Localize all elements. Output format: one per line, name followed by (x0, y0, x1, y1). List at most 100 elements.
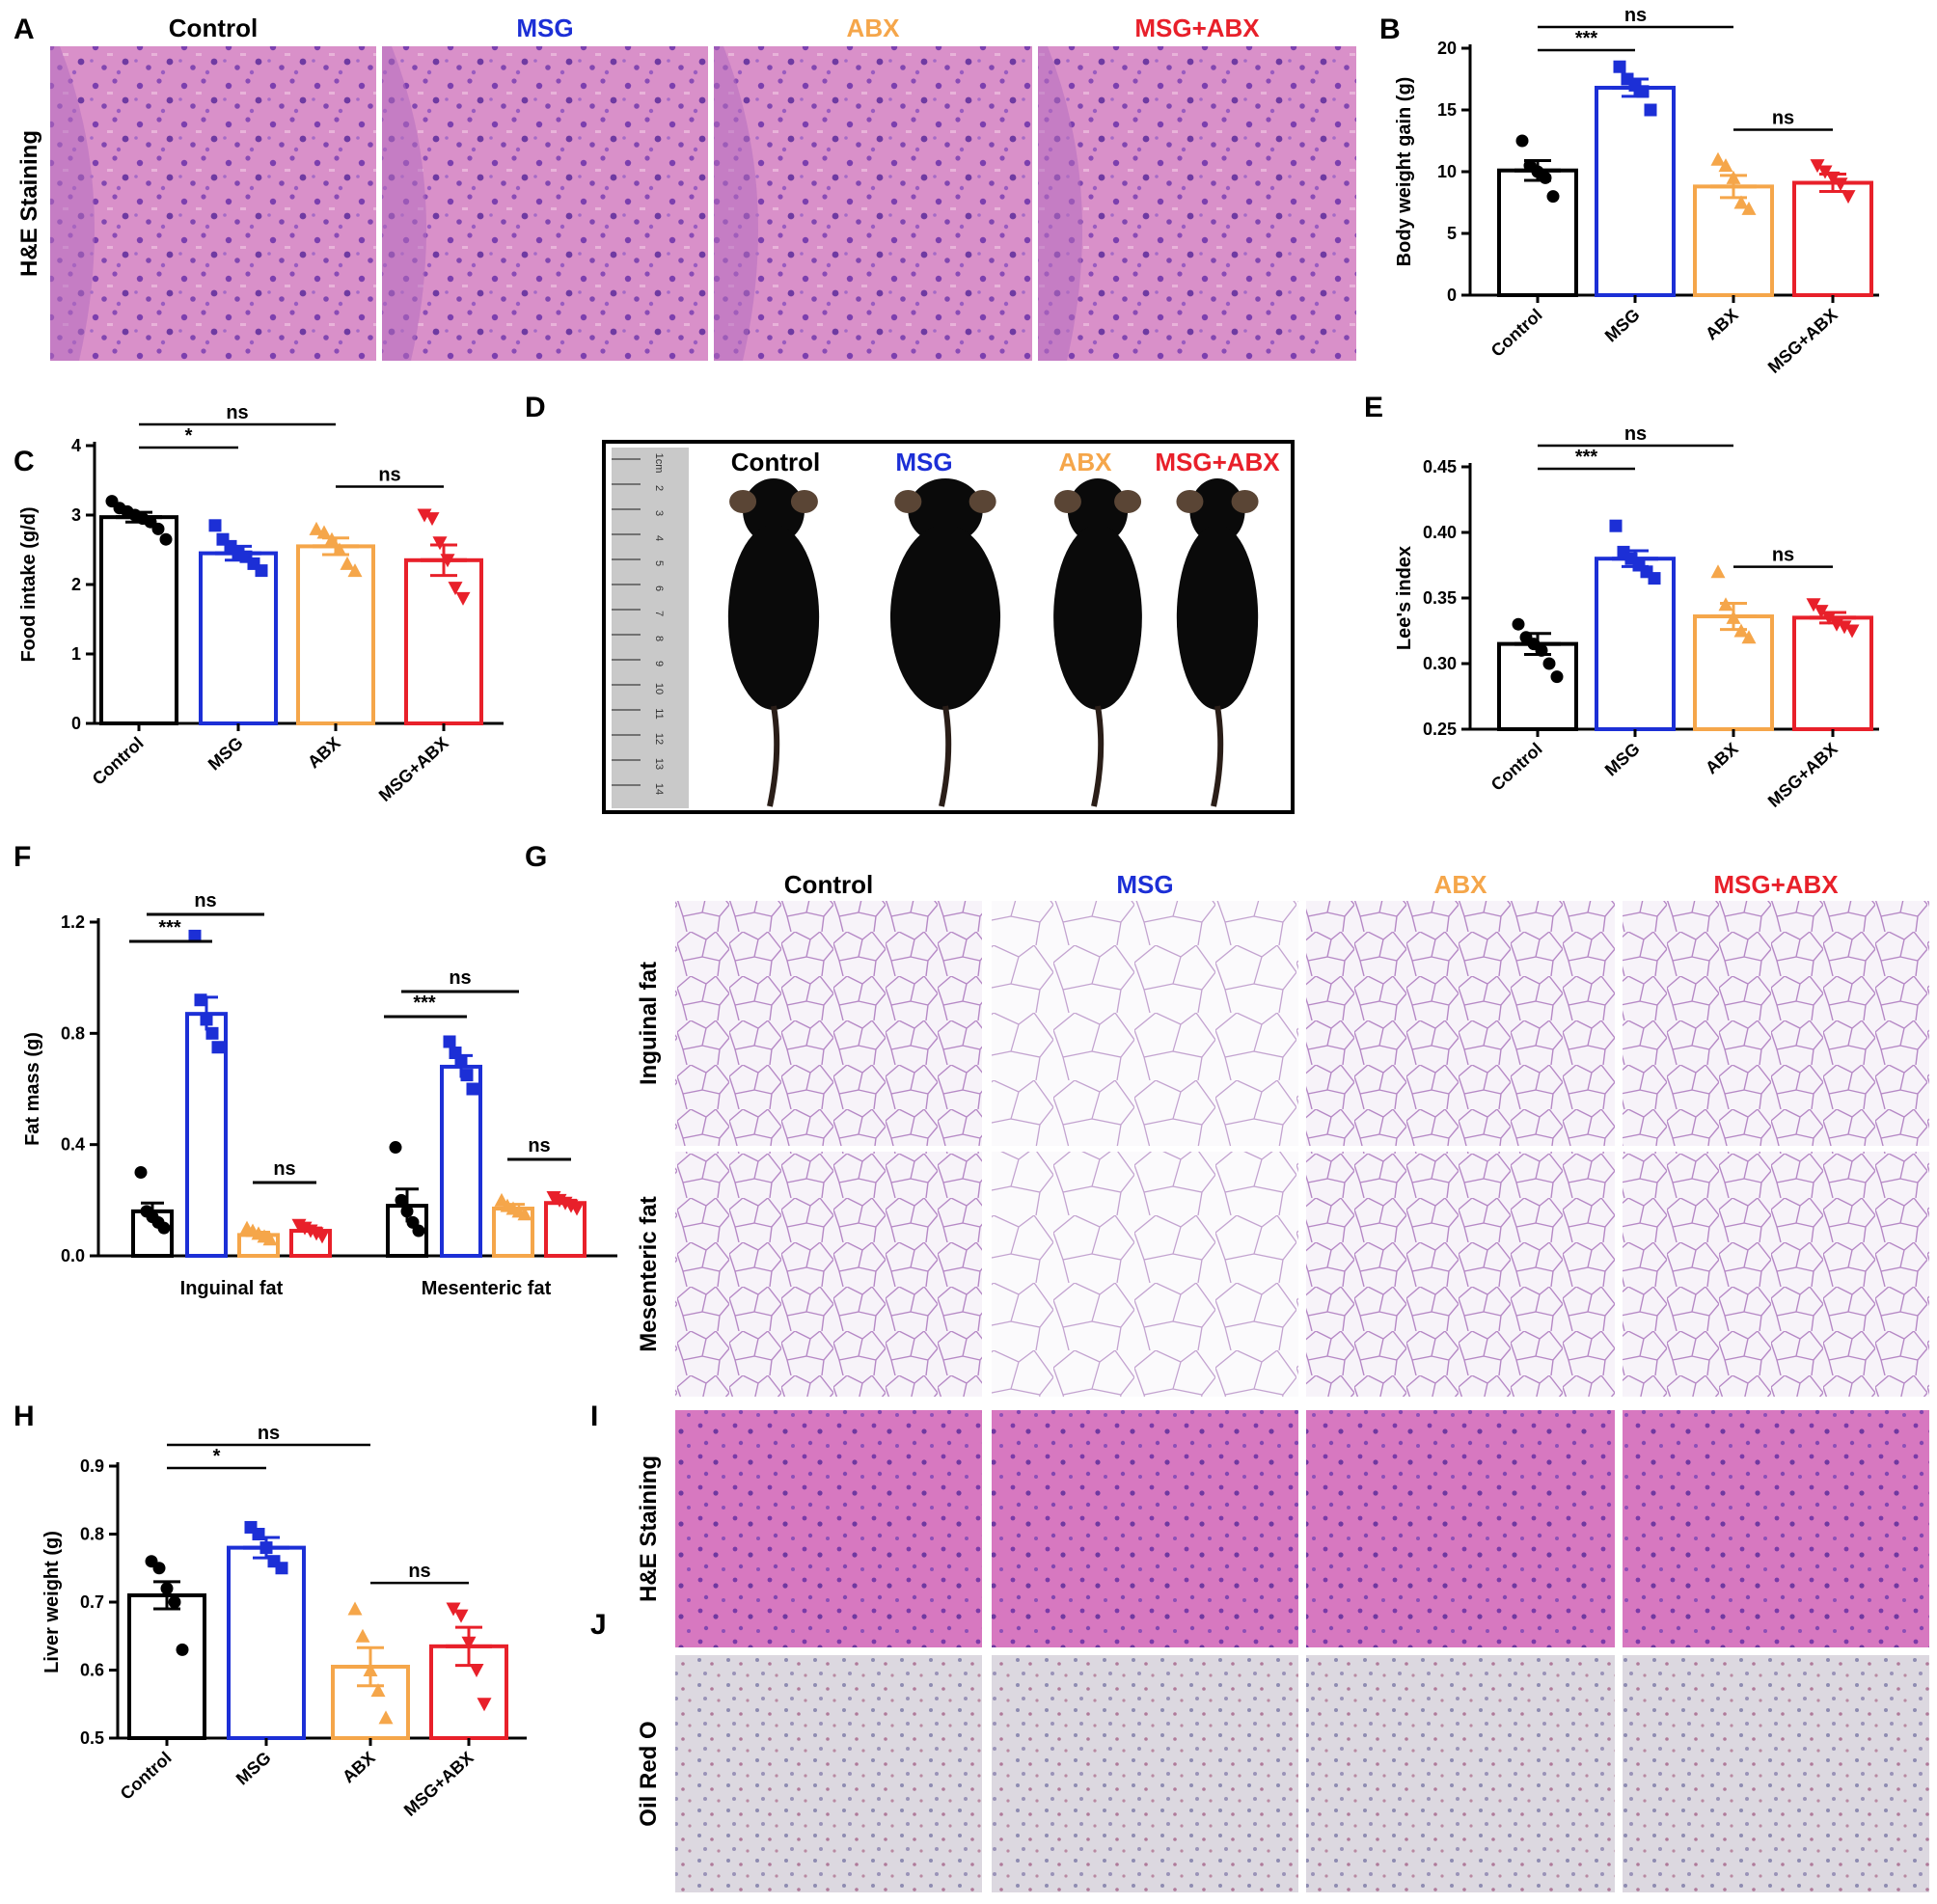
data-point-0-1-1 (395, 1193, 408, 1207)
y-tick-label: 3 (71, 505, 81, 525)
panel-d-mouse-head-1 (908, 478, 983, 544)
x-tick-label-3: MSG+ABX (375, 733, 452, 805)
panel-i-micrograph-0 (675, 1410, 982, 1647)
bar-1 (199, 551, 278, 725)
y-tick-label: 0.40 (1423, 523, 1457, 542)
data-point-1-0 (208, 519, 222, 532)
data-point-3-1 (424, 512, 440, 527)
panel-letter-j: J (590, 1609, 607, 1641)
panel-d-label-0: Control (731, 448, 820, 476)
panel-a-ventricle-edge-0 (50, 46, 95, 361)
panel-g-col-3: MSG+ABX (1713, 870, 1839, 899)
panel-i-micrograph-2 (1306, 1410, 1615, 1647)
sig-label-1: ns (1624, 423, 1647, 445)
x-tick-label-2: ABX (304, 733, 344, 772)
panel-j-micrograph-1 (992, 1655, 1298, 1892)
bar-0 (127, 1592, 206, 1740)
y-tick-label: 0.25 (1423, 720, 1457, 739)
panel-g-inguinal-2 (1306, 901, 1615, 1146)
data-point-0-3 (1539, 171, 1552, 184)
x-tick-label-0: Control (89, 733, 148, 789)
panel-d-mouse-body-3 (1176, 525, 1259, 710)
data-point-1-6 (255, 564, 268, 578)
data-point-2-2 (1726, 170, 1741, 184)
sig-label-2: ns (378, 465, 400, 486)
sig-label-2: ns (1772, 108, 1794, 129)
sig-label-0: * (185, 425, 193, 447)
chart-f: 0.0 0.4 0.8 1.2 Fat mass (g) Inguinal fat Mese… (22, 890, 617, 1299)
data-point-3-4 (477, 1698, 492, 1712)
panel-d-ruler-mark-2: 3 (653, 510, 665, 516)
data-point-2-2 (363, 1663, 378, 1676)
bar-0 (1497, 168, 1578, 297)
y-tick-label: 1 (71, 644, 81, 664)
panel-d-ruler-mark-9: 10 (653, 683, 665, 694)
panel-d-label-3: MSG+ABX (1155, 448, 1280, 476)
panel-g-col-1: MSG (1116, 870, 1173, 899)
data-point-2-5 (347, 563, 363, 578)
y-tick-label: 5 (1447, 224, 1457, 243)
x-tick-label-2: ABX (1702, 305, 1742, 343)
data-point-3-4 (448, 582, 463, 596)
data-point-3-4 (1841, 190, 1856, 204)
sig-label-2: ns (408, 1561, 430, 1582)
data-point-2-4 (1741, 630, 1757, 644)
sig-label-1: ns (1624, 5, 1647, 26)
data-point-3-5 (455, 591, 471, 606)
x-tick-label-1: MSG (205, 733, 247, 774)
panel-d-mouse-head-2 (1067, 478, 1129, 544)
data-point-2-0 (309, 521, 324, 535)
y-axis-title: Fat mass (g) (22, 1032, 43, 1146)
y-tick-label: 0.9 (80, 1456, 104, 1476)
data-point-3-0 (446, 1602, 461, 1617)
data-point-2-3 (370, 1683, 386, 1698)
y-axis-title: Lee's index (1394, 546, 1415, 650)
panel-a-col-1: MSG (516, 14, 573, 42)
bar-3 (1792, 180, 1873, 298)
panel-i-micrograph-1 (992, 1410, 1298, 1647)
chart-h: 0.5 0.6 0.7 0.8 0.9 Liver weight (g) Control MS… (41, 1423, 527, 1820)
panel-d-mouse-head-0 (743, 478, 805, 544)
panel-d-ruler-mark-6: 7 (653, 611, 665, 616)
data-point-2-4 (340, 556, 355, 570)
x-tick-label-1: MSG (1601, 305, 1644, 345)
bar-3 (404, 558, 483, 725)
data-point-0-6 (151, 522, 165, 535)
bar-0 (99, 515, 178, 725)
data-point-0-4 (1546, 190, 1560, 204)
sig-label-4: ns (449, 967, 471, 989)
panel-d-ruler-mark-4: 5 (653, 560, 665, 566)
panel-letter-g: G (525, 841, 547, 873)
panel-letter-i: I (590, 1401, 598, 1432)
data-point-1-0-4 (211, 1041, 225, 1054)
panel-i-micrograph-3 (1623, 1410, 1929, 1647)
x-category-label-0: Inguinal fat (180, 1278, 284, 1299)
data-point-3-1-4 (569, 1202, 585, 1216)
panel-a-col-2: ABX (847, 14, 901, 42)
sig-label-1: ns (194, 890, 216, 911)
panel-letter-d: D (525, 392, 546, 423)
panel-g-inguinal-0 (675, 901, 982, 1146)
panel-letter-c: C (14, 446, 35, 477)
panel-letter-h: H (14, 1401, 35, 1432)
panel-a-ventricle-edge-3 (1038, 46, 1082, 361)
panel-a-ventricle-edge-2 (714, 46, 758, 361)
sig-label-0: *** (158, 917, 181, 938)
sig-label-2: ns (273, 1158, 295, 1180)
data-point-1-0-1 (194, 993, 207, 1007)
y-tick-label: 0 (71, 714, 81, 733)
bar-2 (1693, 614, 1774, 731)
panel-g-col-2: ABX (1434, 870, 1488, 899)
panel-d-mouse-tail-3 (1211, 705, 1224, 807)
data-point-3-0-4 (314, 1230, 330, 1244)
y-tick-label: 0.35 (1423, 588, 1457, 608)
data-point-2-1 (316, 525, 332, 539)
y-tick-label: 0.8 (61, 1023, 85, 1043)
panel-g-inguinal-3 (1623, 901, 1929, 1146)
data-point-3-0 (1806, 598, 1821, 612)
bar-0 (1497, 641, 1578, 731)
panel-letter-b: B (1379, 14, 1401, 45)
data-point-1-1 (252, 1528, 265, 1540)
panel-d-mouse-ear-right-3 (1231, 490, 1259, 513)
data-point-0-4 (176, 1643, 189, 1656)
